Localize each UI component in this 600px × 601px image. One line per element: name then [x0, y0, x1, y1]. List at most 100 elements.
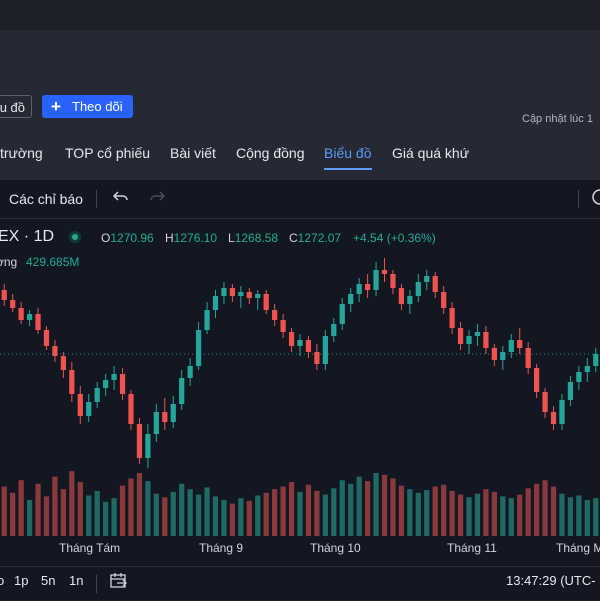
- volume-bar: [43, 496, 50, 536]
- candle-body: [373, 270, 379, 290]
- volume-bar: [238, 498, 244, 536]
- clock-time[interactable]: 13:47:29 (UTC-: [506, 573, 596, 588]
- volume-bar: [128, 478, 134, 536]
- toolbar-divider: [96, 575, 97, 593]
- volume-bar: [381, 474, 388, 536]
- candle-body: [195, 330, 202, 366]
- volume-bar: [153, 493, 159, 536]
- candle-body: [331, 324, 337, 336]
- updated-time-label: Cập nhật lúc 1: [522, 113, 593, 125]
- follow-button-label: Theo dõi: [72, 99, 123, 114]
- volume-bar: [415, 492, 421, 536]
- candle-body: [593, 354, 599, 366]
- follow-button[interactable]: + Theo dõi: [42, 95, 133, 118]
- volume-bar: [77, 482, 83, 536]
- ohlc-low: L1268.58: [228, 231, 279, 245]
- candle-body: [525, 348, 531, 368]
- toolbar-divider: [96, 190, 97, 208]
- candle-body: [381, 270, 388, 274]
- volume-bar: [576, 495, 582, 536]
- x-tick-label: Tháng Tám: [59, 541, 121, 555]
- range-button[interactable]: o: [0, 573, 5, 588]
- volume-bar: [69, 471, 75, 536]
- volume-bar: [297, 491, 303, 536]
- candle-body: [576, 372, 582, 382]
- candle-body: [229, 288, 236, 296]
- volume-bar: [187, 489, 193, 536]
- candle-body: [305, 340, 312, 352]
- candle-body: [238, 292, 244, 296]
- volume-bar: [474, 493, 481, 536]
- indicators-button[interactable]: Các chỉ báo: [9, 191, 83, 207]
- volume-bar: [162, 497, 168, 536]
- tab-articles[interactable]: Bài viết: [170, 145, 216, 161]
- tab-price-history[interactable]: Giá quá khứ: [392, 145, 470, 161]
- chart-widget: Các chỉ báo EX · 1D O1270.96 H1276.10 L1…: [0, 180, 600, 600]
- volume-bar: [314, 491, 320, 536]
- candle-body: [339, 304, 345, 324]
- volume-bar: [525, 488, 531, 536]
- volume-bar: [145, 481, 151, 536]
- volume-bar: [508, 498, 514, 536]
- undo-icon[interactable]: [112, 188, 130, 211]
- candle-body: [424, 276, 430, 282]
- candle-body: [77, 394, 83, 416]
- candle-body: [94, 388, 100, 402]
- candle-body: [18, 308, 24, 320]
- candle-body: [10, 300, 16, 308]
- candle-body: [297, 340, 303, 346]
- volume-bar: [288, 482, 295, 536]
- candle-body: [221, 288, 227, 296]
- volume-bar: [542, 480, 548, 536]
- tab-chart[interactable]: Biểu đồ: [324, 145, 372, 161]
- candle-body: [550, 412, 557, 424]
- candle-body: [153, 412, 159, 434]
- candle-body: [432, 276, 438, 292]
- candle-body: [272, 310, 278, 320]
- volume-value: 429.685M: [26, 255, 80, 269]
- candle-body: [491, 348, 497, 360]
- tab-market[interactable]: trường: [0, 145, 43, 161]
- volume-bar: [305, 484, 312, 536]
- volume-bar: [322, 494, 328, 536]
- volume-bar: [10, 492, 16, 536]
- chart-symbol: EX · 1D: [0, 228, 55, 245]
- candle-body: [356, 284, 362, 294]
- chart-button[interactable]: u đồ: [0, 95, 32, 118]
- range-button-1p[interactable]: 1p: [14, 573, 29, 588]
- volume-bar: [331, 488, 337, 536]
- candle-body: [415, 282, 421, 296]
- volume-bar: [534, 483, 540, 536]
- volume-bar: [559, 493, 565, 536]
- volume-bar: [86, 495, 92, 536]
- date-range-icon[interactable]: [109, 572, 129, 593]
- price-chart[interactable]: [0, 218, 600, 538]
- candle-body: [119, 374, 126, 394]
- tab-community[interactable]: Cộng đồng: [236, 145, 305, 161]
- volume-bar: [491, 491, 497, 536]
- volume-bar: [339, 480, 345, 536]
- candle-body: [280, 320, 286, 332]
- clock-icon[interactable]: [590, 188, 600, 211]
- x-tick-label: Tháng M: [556, 541, 600, 555]
- volume-bar: [52, 476, 58, 536]
- volume-bar: [94, 491, 100, 536]
- range-button-1n[interactable]: 1n: [69, 573, 84, 588]
- candle-body: [212, 296, 219, 310]
- market-status-icon: [69, 231, 81, 243]
- volume-bar: [373, 473, 379, 536]
- range-button-5n[interactable]: 5n: [41, 573, 56, 588]
- x-tick-label: Tháng 11: [447, 541, 497, 555]
- volume-bar: [35, 483, 41, 536]
- volume-bar: [424, 490, 430, 536]
- candle-body: [204, 310, 210, 330]
- active-tab-indicator: [324, 168, 372, 170]
- candle-body: [111, 374, 117, 380]
- volume-bar: [18, 480, 24, 536]
- volume-bar: [449, 491, 455, 536]
- redo-icon: [148, 188, 166, 211]
- plus-icon: +: [51, 97, 61, 116]
- candle-body: [466, 336, 472, 344]
- candle-body: [170, 404, 176, 422]
- tab-top-stocks[interactable]: TOP cổ phiếu: [65, 145, 151, 161]
